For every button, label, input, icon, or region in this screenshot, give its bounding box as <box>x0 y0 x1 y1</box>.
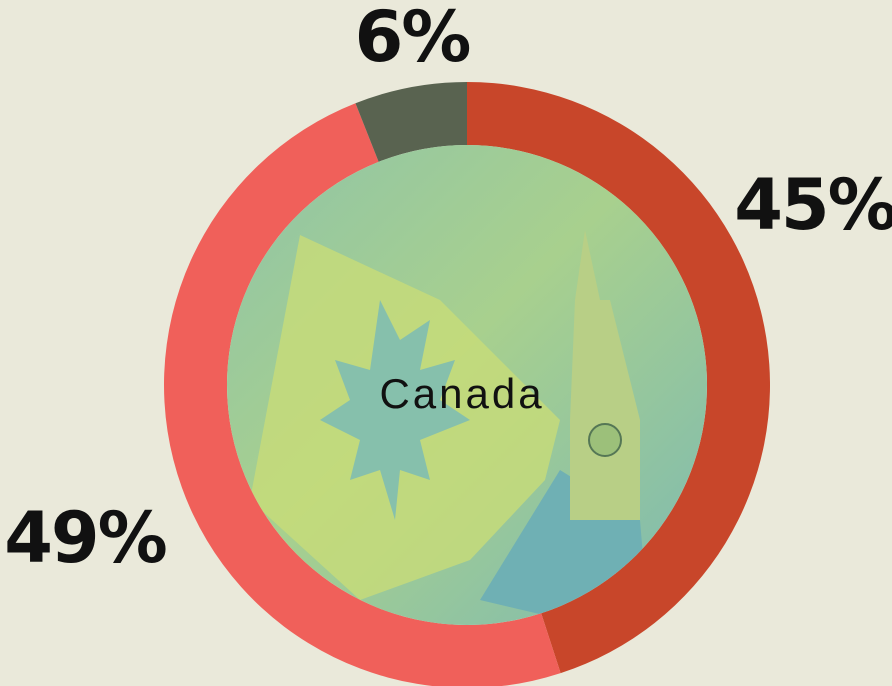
center-label: Canada <box>379 370 544 417</box>
value-label: 49% <box>4 497 166 579</box>
value-label: 45% <box>734 164 892 246</box>
value-label: 6% <box>355 0 470 78</box>
chart: Canada 45% 49% 6% <box>0 0 892 686</box>
